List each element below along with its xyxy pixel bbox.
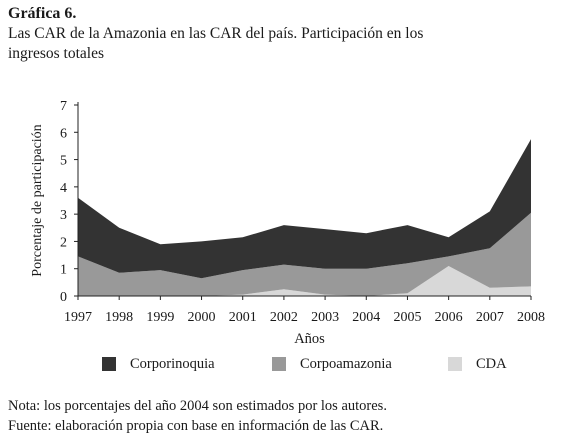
y-axis-title: Porcentaje de participación (30, 124, 45, 276)
x-tick-label: 1997 (64, 310, 92, 325)
area-corporinoquia (78, 139, 531, 279)
x-tick-label: 2002 (270, 310, 298, 325)
x-tick-label: 1999 (146, 310, 174, 325)
x-tick-label: 2005 (393, 310, 421, 325)
legend-swatch-corpoamazonia (272, 357, 286, 371)
legend-swatch-corporinoquia (102, 357, 116, 371)
x-tick-label: 2000 (188, 310, 216, 325)
y-tick-label: 2 (60, 235, 67, 250)
y-tick-label: 0 (60, 290, 67, 305)
x-axis-title: Años (294, 331, 325, 347)
area-cda (78, 266, 531, 296)
legend-item-corporinoquia: Corporinoquia (102, 355, 215, 373)
y-tick-label: 6 (60, 126, 67, 141)
y-tick-label: 1 (60, 263, 67, 278)
legend-label-corpoamazonia: Corpoamazonia (300, 355, 392, 372)
y-tick-label: 7 (60, 99, 67, 114)
legend-item-corpoamazonia: Corpoamazonia (272, 355, 392, 373)
legend-label-corporinoquia: Corporinoquia (130, 355, 215, 372)
legend-label-cda: CDA (476, 355, 507, 372)
x-tick-label: 2004 (352, 310, 380, 325)
x-tick-label: 2007 (476, 310, 504, 325)
y-tick-label: 5 (60, 154, 67, 169)
area-corpoamazonia (78, 212, 531, 296)
y-tick-label: 4 (60, 181, 67, 196)
x-tick-label: 2008 (517, 310, 545, 325)
x-tick-label: 2006 (435, 310, 463, 325)
note-text: Nota: los porcentajes del año 2004 son e… (8, 398, 387, 414)
source-text: Fuente: elaboración propia con base en i… (8, 418, 384, 434)
legend-swatch-cda (448, 357, 462, 371)
legend-item-cda: CDA (448, 355, 507, 373)
x-tick-label: 2003 (311, 310, 339, 325)
chart-subtitle: Las CAR de la Amazonia en las CAR del pa… (8, 25, 424, 62)
x-tick-label: 2001 (229, 310, 257, 325)
chart-heading: Gráfica 6. (8, 5, 77, 22)
x-tick-label: 1998 (105, 310, 133, 325)
y-tick-label: 3 (60, 208, 67, 223)
